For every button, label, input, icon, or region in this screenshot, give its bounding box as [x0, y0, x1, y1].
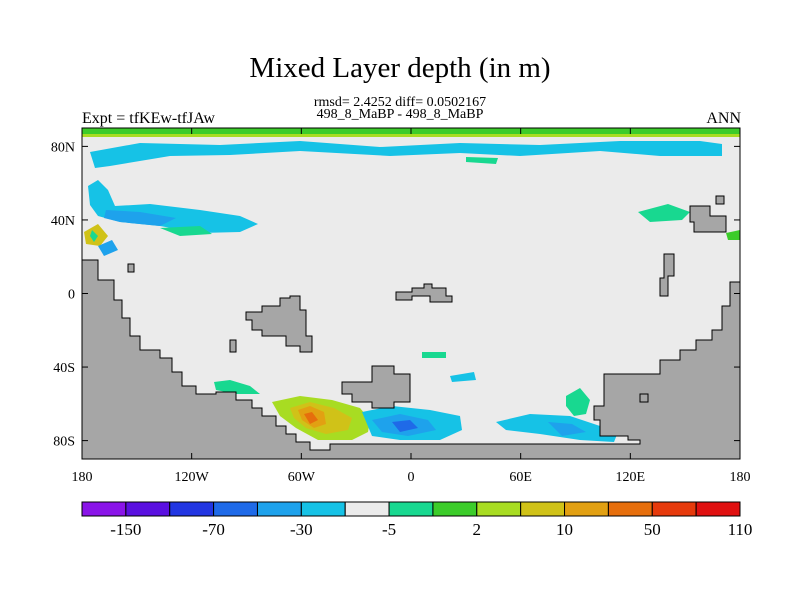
- colorbar-swatch: [476, 501, 522, 517]
- colorbar-label: 10: [556, 520, 573, 539]
- west-coast-hotspot-edge: [90, 230, 98, 242]
- season-label: ANN: [706, 110, 741, 127]
- land-tropical-island-center: [395, 283, 453, 303]
- land-masses: [81, 195, 741, 460]
- x-tick-label: 0: [408, 470, 415, 485]
- colorbar-label: 2: [473, 520, 482, 539]
- land-east-small: [659, 253, 675, 297]
- colorbar-swatch: [651, 501, 697, 517]
- x-tick-label: 180: [72, 470, 93, 485]
- colorbar-label: -70: [202, 520, 225, 539]
- arctic-green-patch: [466, 157, 498, 164]
- south-atlantic-core-patch: [392, 420, 418, 432]
- colorbar-label: 50: [644, 520, 661, 539]
- colorbar-swatch: [256, 501, 302, 517]
- nw-pacific-east-green: [638, 204, 690, 222]
- x-tick-label: 60E: [509, 470, 532, 485]
- x-tick-label: 120W: [175, 470, 210, 485]
- y-tick-label: 40S: [53, 361, 75, 376]
- y-tick-label: 80S: [53, 435, 75, 450]
- land-islet-1: [229, 339, 237, 353]
- colorbar-swatch: [607, 501, 653, 517]
- y-axis: 80N 40N 0 40S 80S: [51, 140, 740, 450]
- southern-pacific-green-strip: [214, 380, 260, 394]
- land-southern-block: [341, 365, 411, 409]
- stats-line: rmsd= 2.4252 diff= 0.0502167: [313, 95, 487, 110]
- tropical-blue-patch: [450, 372, 476, 382]
- tropical-green-patch: [422, 352, 446, 358]
- y-tick-label: 0: [68, 288, 75, 303]
- south-indian-green-patch: [566, 388, 590, 416]
- south-indian-deep-patch: [548, 422, 586, 436]
- x-tick-label: 120E: [616, 470, 646, 485]
- chart-title: Mixed Layer depth (in m): [249, 52, 551, 84]
- land-islet-3: [715, 195, 725, 205]
- chart-subtitle: 498_8_MaBP - 498_8_MaBP: [316, 107, 484, 122]
- y-tick-label: 40N: [51, 214, 75, 229]
- colorbar-swatch: [695, 501, 741, 517]
- colorbar-swatch: [520, 501, 566, 517]
- map-plot: [81, 127, 741, 460]
- colorbar-swatch: [300, 501, 346, 517]
- colorbar-swatch: [81, 501, 127, 517]
- x-tick-label: 60W: [288, 470, 316, 485]
- colorbar-swatch: [125, 501, 171, 517]
- land-west-continent: [81, 259, 741, 460]
- colorbar-label: -150: [110, 520, 141, 539]
- x-tick-label: 180: [730, 470, 751, 485]
- colorbar-swatch: [213, 501, 258, 517]
- colorbar-swatch: [432, 501, 478, 517]
- colorbar-label: -5: [382, 520, 396, 539]
- land-tropical-island-west: [245, 295, 313, 353]
- colorbar-swatch: [388, 501, 434, 517]
- colorbar-label: -30: [290, 520, 313, 539]
- southern-ocean-hotspot-peak: [304, 412, 318, 424]
- colorbar-swatch: [169, 501, 215, 517]
- land-islet-2: [127, 263, 135, 273]
- arctic-band-yellow: [82, 134, 740, 137]
- experiment-label: Expt = tfKEw-tfJAw: [82, 110, 215, 127]
- nw-pacific-green-patch: [160, 226, 212, 236]
- colorbar-swatch: [564, 501, 609, 517]
- east-pacific-green: [726, 230, 740, 240]
- y-tick-label: 80N: [51, 140, 75, 155]
- land-northeast-coast: [689, 205, 727, 233]
- colorbar: -150 -70 -30 -5 2 10 50 110: [81, 501, 753, 539]
- north-pacific-deep-patch: [104, 210, 176, 226]
- x-axis: 180 120W 60W 0 60E 120E 180: [72, 128, 751, 485]
- arctic-blue-patch: [90, 141, 722, 168]
- west-coast-blue-patch: [98, 240, 118, 256]
- colorbar-label: 110: [728, 520, 753, 539]
- colorbar-swatch: [344, 501, 390, 517]
- land-islet-4: [639, 393, 649, 403]
